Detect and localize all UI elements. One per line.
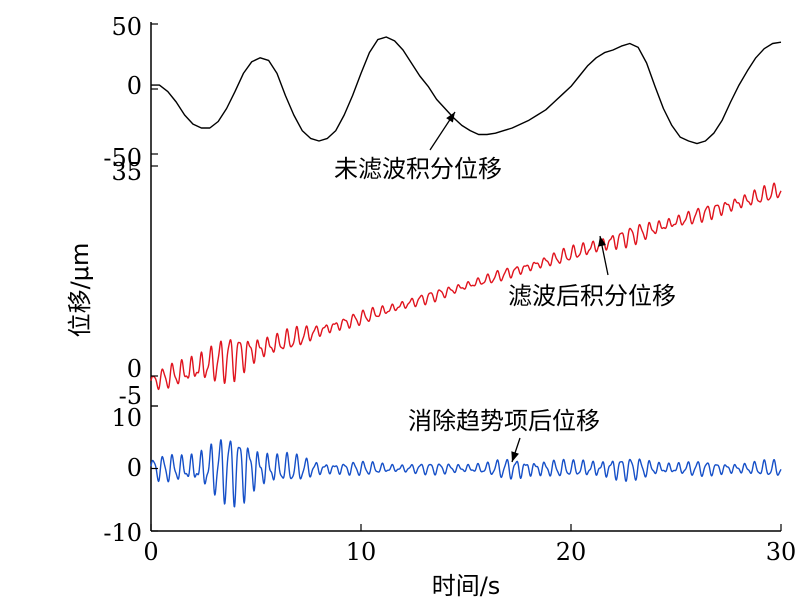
y-tick-label-bottom-10: 10 [111,404,142,432]
series-line-1 [151,36,782,145]
y-tick-label-mid-35: 35 [111,158,142,186]
annotation-unfiltered: 未滤波积分位移 [334,155,502,183]
y-tick-label-bottom-minus-10: -10 [103,519,142,547]
y-tick-label-top-0: 0 [127,72,142,100]
x-tick-label-0: 0 [143,538,158,566]
series-line-3 [150,439,782,508]
axes [150,22,781,532]
y-axis-title: 位移/μm [66,243,94,338]
y-tick-label-top-50: 50 [111,13,142,41]
x-tick-group: 0 10 20 30 [143,524,796,566]
x-tick-label-2: 20 [556,538,587,566]
x-tick-label-1: 10 [346,538,377,566]
y-tick-label-bottom-0: 0 [127,454,142,482]
annotation-detrended: 消除趋势项后位移 [408,407,600,435]
y-tick-label-mid-0: 0 [127,355,142,383]
y-tick-label-top-minus-50: -50 [103,144,142,172]
x-axis-title: 时间/s [432,572,501,600]
series-group [150,23,782,532]
annotation-filtered: 滤波后积分位移 [508,282,676,310]
annotation-arrow-head-1 [446,112,455,123]
x-tick-label-3: 30 [766,538,797,566]
annotation-group: 未滤波积分位移 滤波后积分位移 消除趋势项后位移 [334,111,676,463]
y-tick-label-mid-minus-5: -5 [119,382,142,410]
y-tick-group: 50 0 -50 35 0 -5 10 0 -10 [103,13,142,547]
annotation-arrow-head-2 [598,236,606,247]
series-line-2 [150,182,782,391]
annotation-arrow-head-3 [511,451,519,462]
